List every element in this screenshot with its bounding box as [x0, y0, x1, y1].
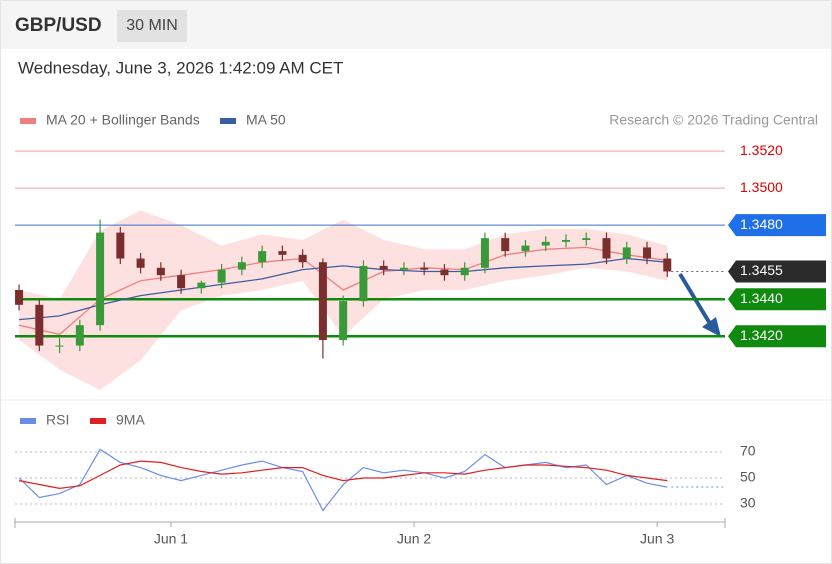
- candle-body: [643, 247, 652, 259]
- legend-label: MA 50: [246, 112, 286, 128]
- level-box: [728, 214, 826, 237]
- level-box: [728, 260, 826, 283]
- x-tick-label: Jun 2: [397, 531, 431, 547]
- candle-body: [399, 267, 408, 270]
- candle-body: [602, 238, 611, 259]
- candle-body: [521, 245, 530, 252]
- legend-swatch: [20, 118, 36, 124]
- candle-body: [420, 267, 429, 270]
- level-label: 1.3500: [740, 179, 783, 195]
- legend-label: 9MA: [116, 412, 145, 428]
- level-box: [728, 325, 826, 348]
- datetime: Wednesday, June 3, 2026 1:42:09 AM CET: [18, 58, 343, 77]
- candle-body: [136, 258, 145, 268]
- moving-average: [19, 257, 668, 321]
- candle-body: [278, 251, 287, 255]
- candle-body: [379, 265, 388, 270]
- symbol: GBP/USD: [15, 15, 102, 36]
- level-label: 1.3455: [740, 262, 783, 278]
- level-label: 1.3520: [740, 142, 783, 158]
- y-tick-label: 70: [740, 443, 756, 459]
- candle-body: [582, 238, 591, 240]
- legend-label: MA 20 + Bollinger Bands: [46, 112, 200, 128]
- candle-body: [359, 265, 368, 302]
- forecast-arrowhead: [702, 317, 721, 337]
- candle-body: [258, 251, 267, 263]
- candle-body: [177, 275, 186, 289]
- legend-swatch: [220, 118, 236, 124]
- level-label: 1.3480: [740, 216, 783, 232]
- candle-body: [96, 232, 105, 326]
- candle-body: [541, 241, 550, 246]
- y-tick-label: 50: [740, 469, 756, 485]
- legend-swatch: [90, 418, 106, 424]
- candle-body: [501, 238, 510, 252]
- candle-body: [116, 232, 125, 259]
- candle-body: [237, 262, 246, 270]
- candle-body: [298, 254, 307, 263]
- candle-body: [156, 267, 165, 276]
- level-box: [728, 288, 826, 311]
- candle-body: [339, 301, 348, 340]
- candle-body: [622, 247, 631, 259]
- level-label: 1.3440: [740, 290, 783, 306]
- x-tick-label: Jun 3: [640, 531, 674, 547]
- level-label: 1.3420: [740, 327, 783, 343]
- candle-body: [480, 238, 489, 268]
- candle-body: [35, 304, 44, 346]
- credit: Research © 2026 Trading Central: [609, 112, 818, 128]
- candle-body: [561, 240, 570, 242]
- candle-body: [55, 345, 64, 347]
- interval: 30 MIN: [126, 17, 178, 34]
- legend-label: RSI: [46, 412, 69, 428]
- candle-body: [318, 262, 327, 340]
- candle-body: [217, 269, 226, 283]
- interval-box: [117, 10, 187, 42]
- candle-body: [197, 282, 206, 289]
- candle-body: [440, 269, 449, 276]
- x-tick-label: Jun 1: [154, 531, 188, 547]
- legend-swatch: [20, 418, 36, 424]
- moving-average: [18, 246, 668, 336]
- candle-body: [663, 258, 672, 272]
- candle-body: [75, 325, 84, 346]
- indicator-line: [18, 460, 668, 490]
- candle-body: [460, 267, 469, 276]
- candle-body: [15, 290, 24, 305]
- y-tick-label: 30: [740, 495, 756, 511]
